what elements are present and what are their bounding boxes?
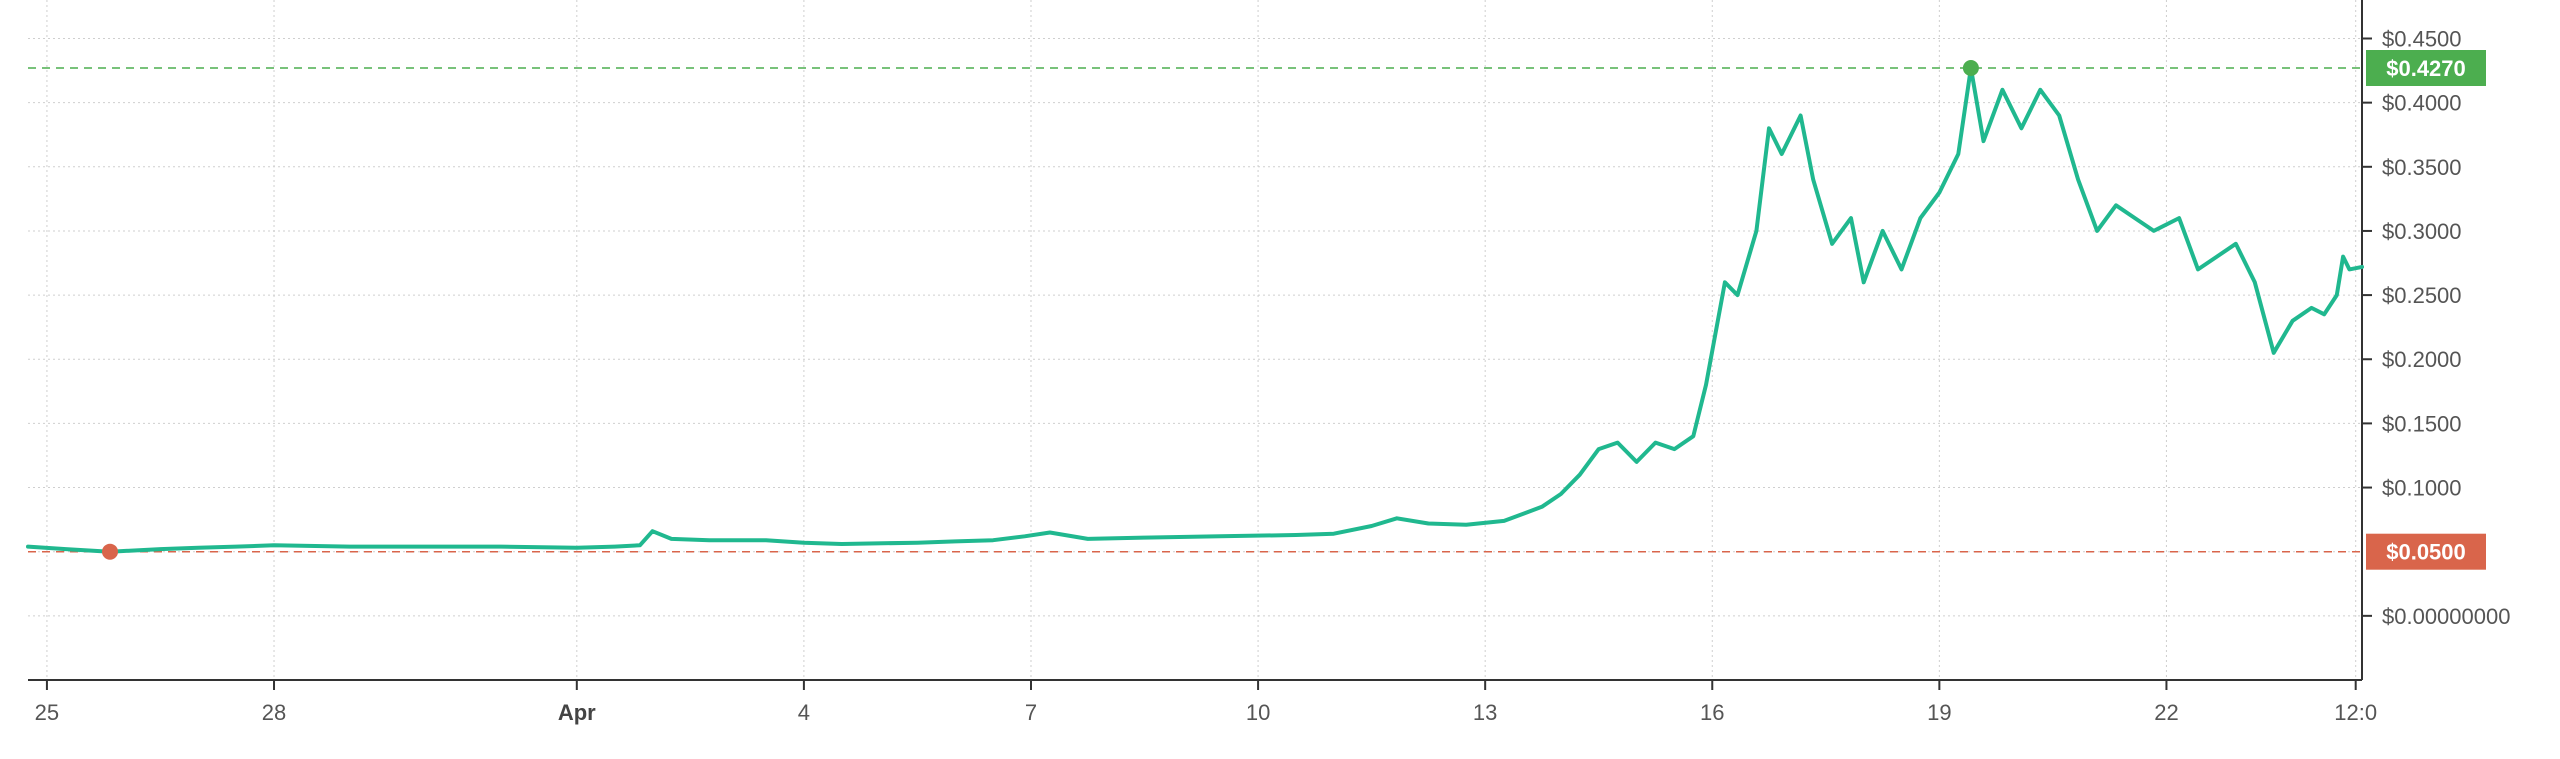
x-tick-label: 10 xyxy=(1246,700,1270,725)
x-tick-label: Apr xyxy=(558,700,596,725)
max-price-marker xyxy=(1962,60,1979,76)
reference-lines xyxy=(28,67,2362,553)
price-badges: $0.4270 $0.0500 xyxy=(2366,50,2486,570)
min-price-badge-label: $0.0500 xyxy=(2386,540,2466,565)
y-tick-label: $0.2000 xyxy=(2382,347,2462,372)
x-tick-label: 12:0 xyxy=(2334,700,2377,725)
y-tick-label: $0.3500 xyxy=(2382,155,2462,180)
price-line xyxy=(26,66,2364,554)
y-tick-label: $0.3000 xyxy=(2382,219,2462,244)
x-tick-label: 25 xyxy=(35,700,59,725)
max-price-badge-background xyxy=(2366,50,2486,86)
max-price-badge: $0.4270 xyxy=(2366,50,2486,86)
x-tick-label: 19 xyxy=(1927,700,1951,725)
x-tick-label: 7 xyxy=(1025,700,1037,725)
y-tick-label: $0.1000 xyxy=(2382,476,2462,501)
y-axis-tick-labels: $0.4500 $0.4000 $0.3500 $0.3000 $0.2500 $0.20… xyxy=(2382,26,2510,628)
x-tick-label: 28 xyxy=(262,700,286,725)
x-tick-label: 16 xyxy=(1700,700,1724,725)
x-tick-label: 22 xyxy=(2154,700,2178,725)
min-price-badge-background xyxy=(2366,533,2486,570)
extreme-markers xyxy=(102,60,1979,560)
chart-grid xyxy=(28,0,2362,680)
price-series xyxy=(26,66,2364,554)
x-tick-label: 4 xyxy=(798,700,810,725)
y-tick-label: $0.2500 xyxy=(2382,283,2462,308)
min-price-badge: $0.0500 xyxy=(2366,533,2486,570)
x-axis-tick-labels: 25 28 Apr 4 7 10 13 16 19 22 12:0 xyxy=(35,700,2377,725)
y-tick-label: $0.1500 xyxy=(2382,411,2462,436)
max-price-badge-label: $0.4270 xyxy=(2386,56,2466,81)
chart-axes xyxy=(28,0,2372,690)
x-tick-label: 13 xyxy=(1473,700,1497,725)
y-tick-label: $0.4500 xyxy=(2382,26,2462,51)
y-tick-label: $0.00000000 xyxy=(2382,604,2510,629)
min-price-marker xyxy=(102,543,119,560)
y-tick-label: $0.4000 xyxy=(2382,91,2462,116)
